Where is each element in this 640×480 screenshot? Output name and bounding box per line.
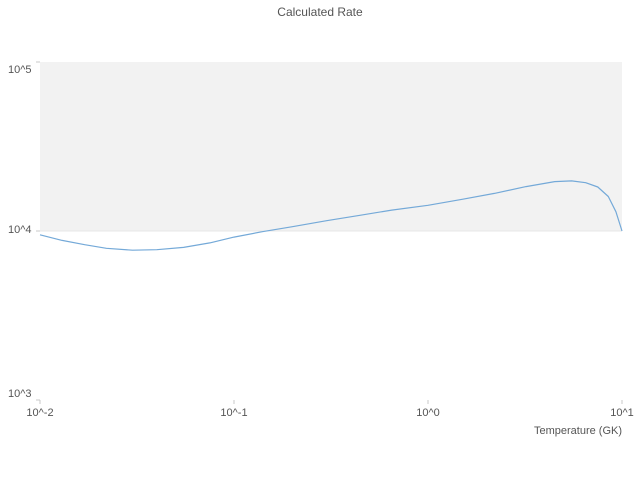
rate-line-series xyxy=(39,180,623,251)
x-axis-label: Temperature (GK) xyxy=(533,425,622,437)
chart-title: Calculated Rate xyxy=(277,5,363,19)
shaded-band xyxy=(40,62,622,231)
